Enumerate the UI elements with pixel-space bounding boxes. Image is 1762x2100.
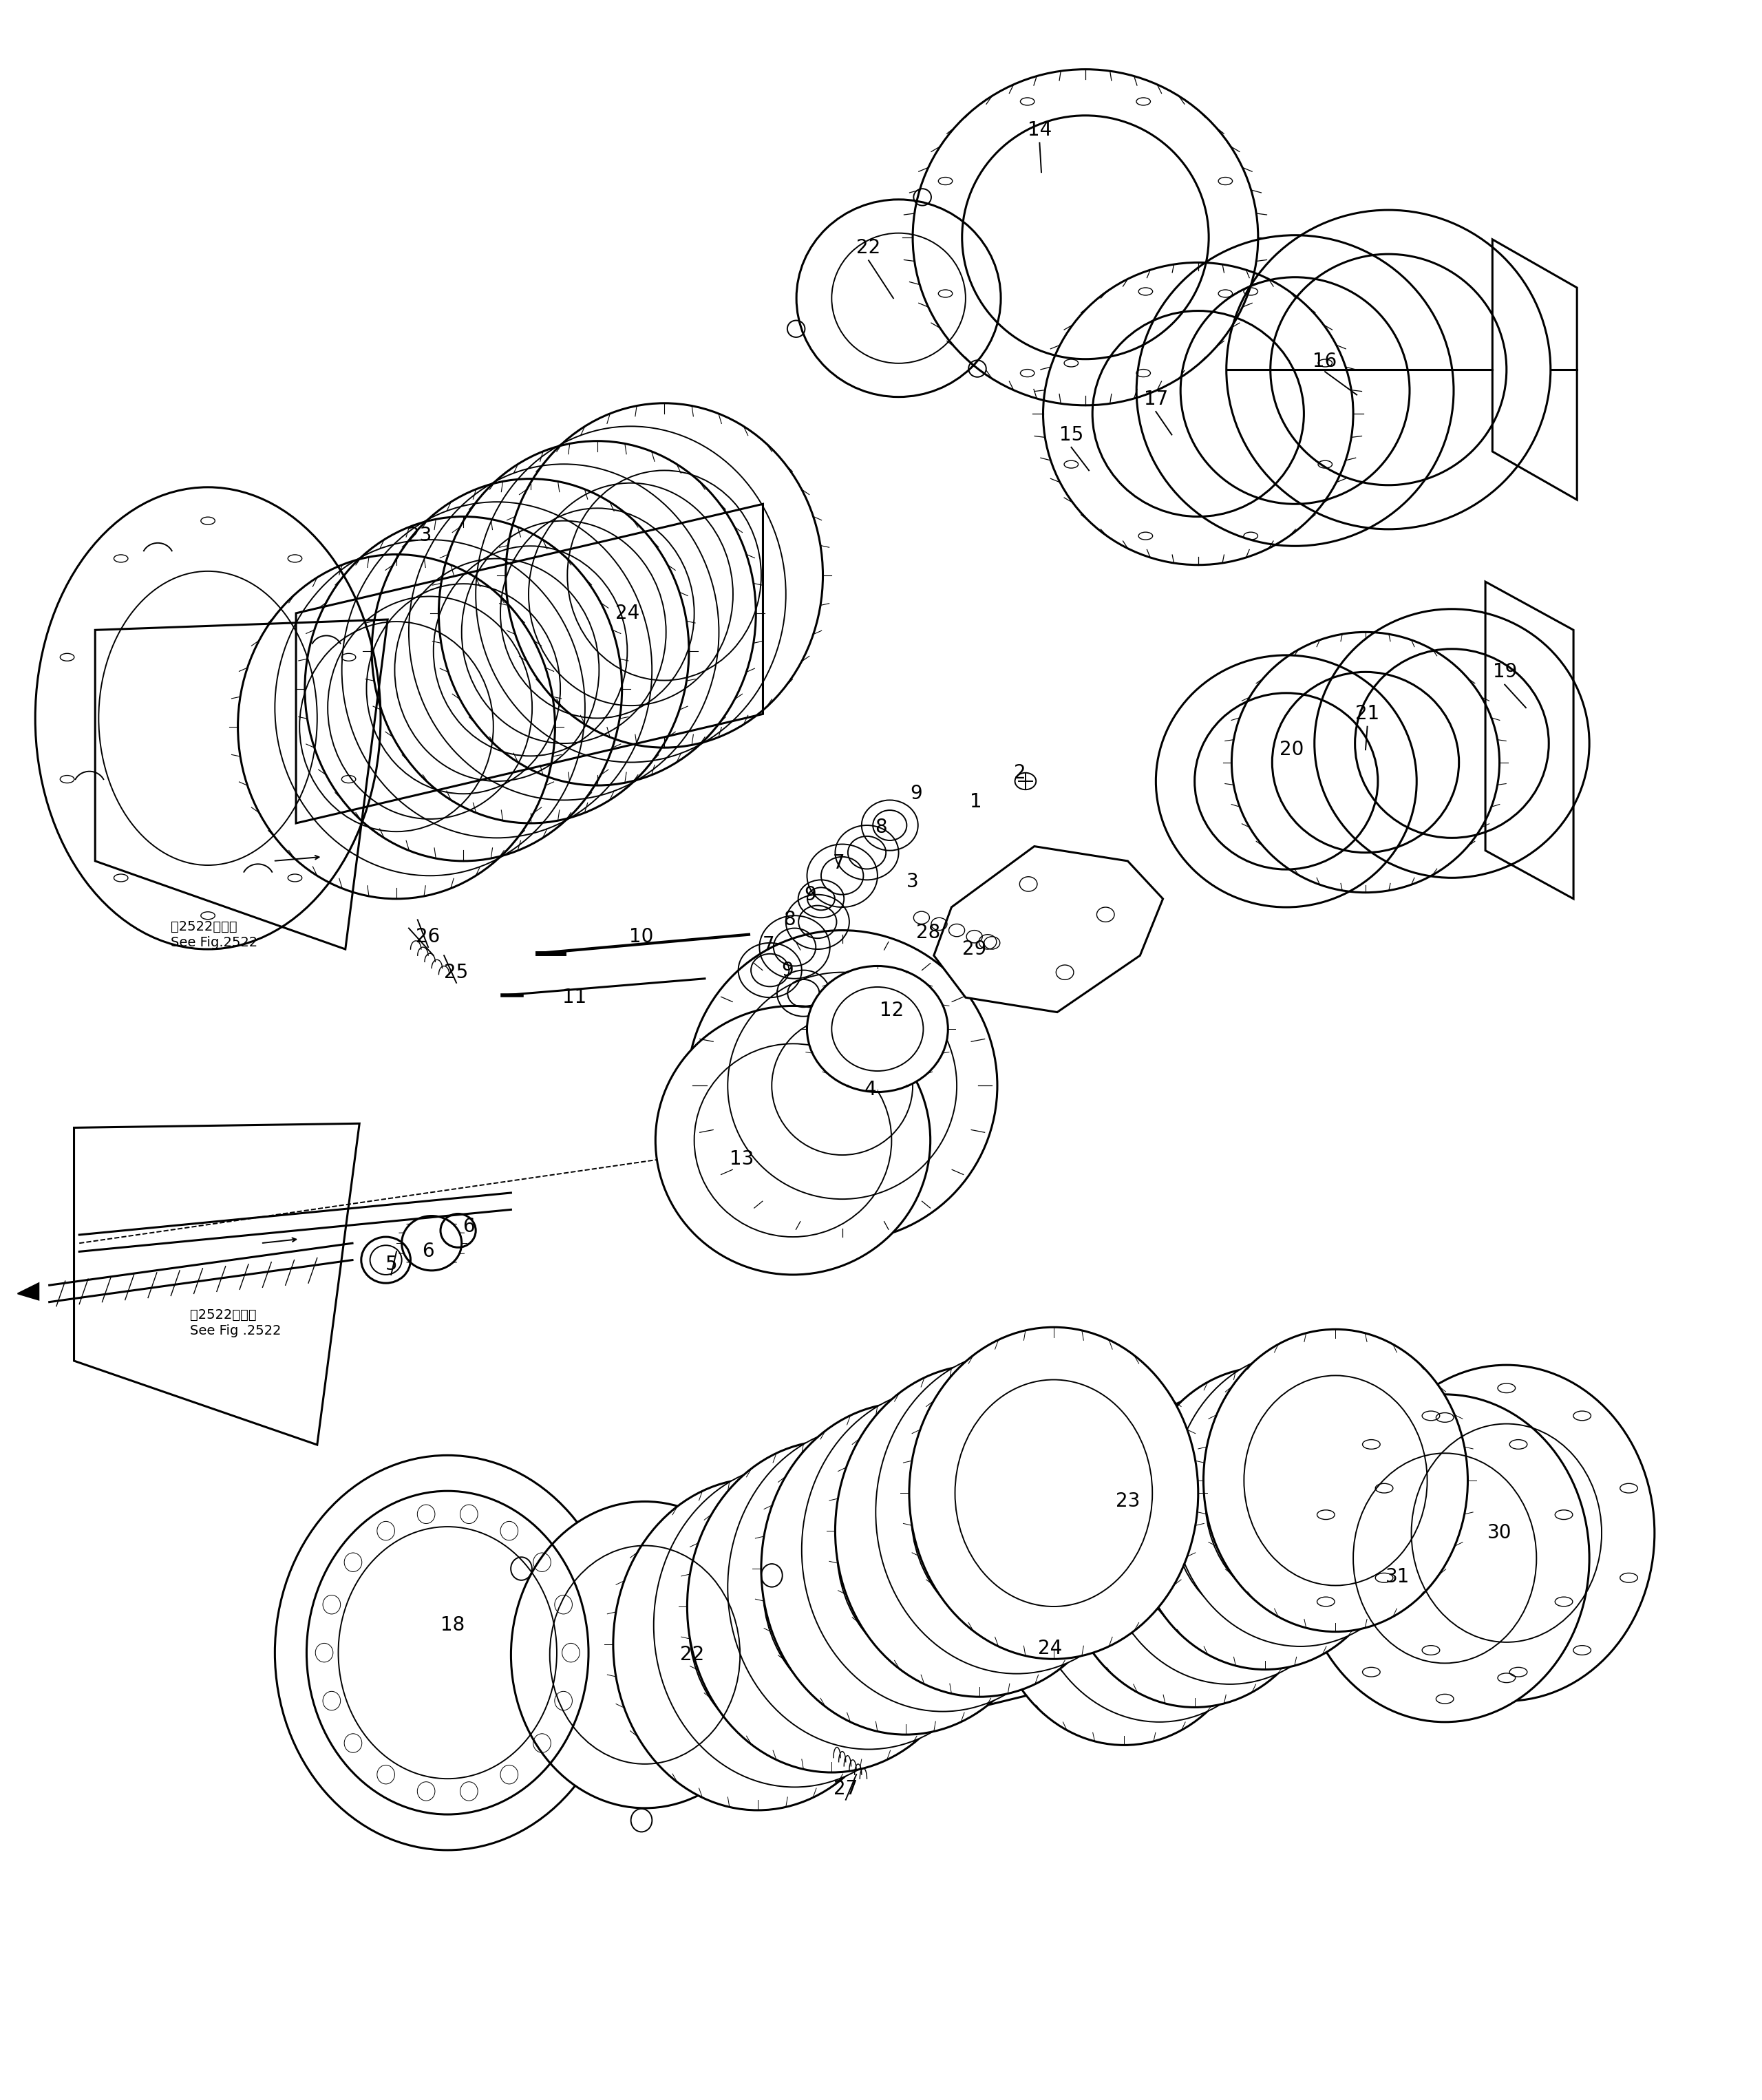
Ellipse shape (613, 1478, 902, 1810)
Text: 29: 29 (962, 939, 987, 960)
Text: 17: 17 (1144, 388, 1168, 409)
Text: 31: 31 (1385, 1567, 1410, 1588)
Text: 19: 19 (1492, 662, 1517, 682)
Text: 16: 16 (1313, 351, 1337, 372)
Text: 7: 7 (763, 934, 774, 956)
Text: 14: 14 (1027, 120, 1052, 141)
Text: 3: 3 (907, 872, 918, 892)
Ellipse shape (511, 1501, 779, 1808)
Text: 26: 26 (416, 926, 440, 947)
Text: 9: 9 (805, 884, 816, 905)
Text: 22: 22 (856, 237, 881, 258)
Polygon shape (18, 1283, 39, 1300)
Ellipse shape (687, 1441, 976, 1772)
Ellipse shape (1203, 1329, 1468, 1632)
Ellipse shape (835, 1365, 1124, 1697)
Text: 8: 8 (784, 909, 795, 930)
Text: 15: 15 (1059, 424, 1084, 445)
Text: 5: 5 (386, 1254, 396, 1275)
Text: 第2522図参照
See Fig .2522: 第2522図参照 See Fig .2522 (190, 1308, 282, 1338)
Text: 24: 24 (1038, 1638, 1062, 1659)
Ellipse shape (1359, 1365, 1655, 1701)
Ellipse shape (728, 1426, 1010, 1749)
Ellipse shape (1172, 1352, 1429, 1646)
Text: 25: 25 (444, 962, 469, 983)
Ellipse shape (1300, 1394, 1589, 1722)
Text: 6: 6 (423, 1241, 433, 1262)
Polygon shape (934, 846, 1163, 1012)
Text: 24: 24 (615, 603, 640, 624)
Text: 7: 7 (833, 853, 844, 874)
Text: 1: 1 (971, 792, 981, 813)
Ellipse shape (1133, 1367, 1397, 1670)
Ellipse shape (655, 1006, 930, 1275)
Ellipse shape (802, 1388, 1084, 1711)
Ellipse shape (1101, 1390, 1359, 1684)
Ellipse shape (761, 1403, 1050, 1735)
Ellipse shape (654, 1464, 936, 1787)
Text: 4: 4 (865, 1079, 876, 1100)
Text: 20: 20 (1279, 739, 1304, 760)
Text: 21: 21 (1355, 704, 1380, 724)
Ellipse shape (992, 1443, 1256, 1745)
Ellipse shape (275, 1455, 620, 1850)
Text: 23: 23 (1115, 1491, 1140, 1512)
Text: 23: 23 (407, 525, 432, 546)
Ellipse shape (807, 966, 948, 1092)
Text: 11: 11 (562, 987, 587, 1008)
Text: 22: 22 (680, 1644, 705, 1665)
Text: 30: 30 (1487, 1522, 1512, 1544)
Text: 第2522図参照
See Fig.2522: 第2522図参照 See Fig.2522 (171, 920, 257, 949)
Text: 28: 28 (916, 922, 941, 943)
Text: 9: 9 (911, 783, 922, 804)
Ellipse shape (1062, 1405, 1327, 1707)
Text: 9: 9 (782, 960, 793, 981)
Text: 8: 8 (876, 817, 886, 838)
Ellipse shape (1031, 1428, 1288, 1722)
Text: 12: 12 (879, 1000, 904, 1021)
Text: 27: 27 (833, 1779, 858, 1800)
Text: 2: 2 (1015, 762, 1025, 783)
Ellipse shape (876, 1350, 1158, 1674)
Text: 10: 10 (629, 926, 654, 947)
Text: 18: 18 (440, 1615, 465, 1636)
Text: 13: 13 (729, 1149, 754, 1170)
Text: 6: 6 (463, 1216, 474, 1237)
Ellipse shape (909, 1327, 1198, 1659)
Ellipse shape (687, 930, 997, 1241)
